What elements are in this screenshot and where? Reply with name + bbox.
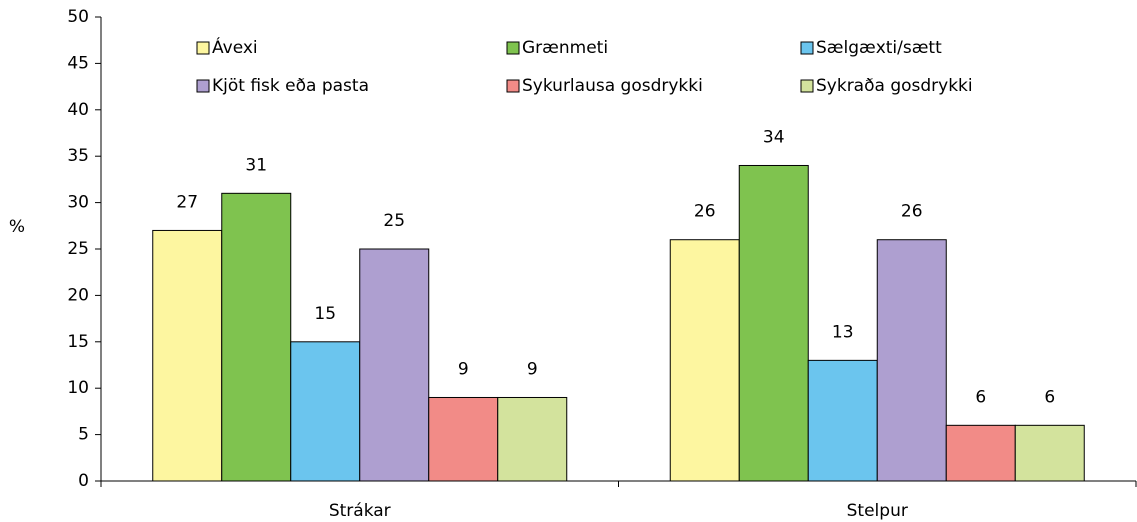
value-label: 15 — [314, 304, 336, 324]
y-tick-label: 25 — [67, 239, 89, 259]
value-label: 34 — [763, 127, 785, 147]
value-label: 26 — [901, 202, 923, 222]
value-label: 27 — [176, 192, 198, 212]
bar — [1014, 424, 1085, 482]
legend-label: Sykurlausa gosdrykki — [522, 76, 703, 96]
legend-swatch — [506, 79, 520, 93]
y-tick-label: 5 — [78, 425, 89, 445]
value-label: 9 — [527, 359, 538, 379]
bar — [738, 164, 809, 482]
value-label: 25 — [383, 211, 405, 231]
legend-label: Ávexi — [212, 36, 258, 58]
value-label: 31 — [245, 155, 267, 175]
bar — [152, 229, 223, 482]
x-tick-label: Strákar — [329, 501, 391, 521]
bar — [876, 239, 947, 482]
x-tick-label: Stelpur — [847, 501, 908, 521]
legend-swatch — [506, 41, 520, 55]
legend-swatch — [800, 41, 814, 55]
y-tick-label: 20 — [67, 285, 89, 305]
y-tick-label: 40 — [67, 100, 89, 120]
bar — [428, 396, 499, 482]
y-tick-label: 45 — [67, 53, 89, 73]
bar — [497, 396, 568, 482]
y-tick-label: 50 — [67, 7, 89, 27]
legend-label: Grænmeti — [522, 38, 608, 58]
y-tick-label: 15 — [67, 332, 89, 352]
legend-swatch — [800, 79, 814, 93]
legend-label: Sælgæxti/sætt — [816, 38, 942, 58]
legend-swatch — [196, 79, 210, 93]
legend-label: Sykraða gosdrykki — [816, 76, 973, 96]
legend-swatch — [196, 41, 210, 55]
bar — [290, 341, 361, 482]
value-label: 6 — [975, 387, 986, 407]
bar — [359, 248, 430, 482]
value-label: 9 — [458, 359, 469, 379]
value-label: 6 — [1044, 387, 1055, 407]
y-tick-label: 10 — [67, 378, 89, 398]
y-axis-label: % — [9, 217, 25, 237]
bar — [669, 239, 740, 482]
value-label: 13 — [832, 322, 854, 342]
bar — [945, 424, 1016, 482]
y-tick-label: 35 — [67, 146, 89, 166]
bar — [807, 359, 878, 482]
y-tick-label: 0 — [78, 471, 89, 491]
legend-label: Kjöt fisk eða pasta — [212, 76, 369, 96]
y-tick-label: 30 — [67, 193, 89, 213]
value-label: 26 — [694, 202, 716, 222]
bar — [221, 192, 292, 482]
